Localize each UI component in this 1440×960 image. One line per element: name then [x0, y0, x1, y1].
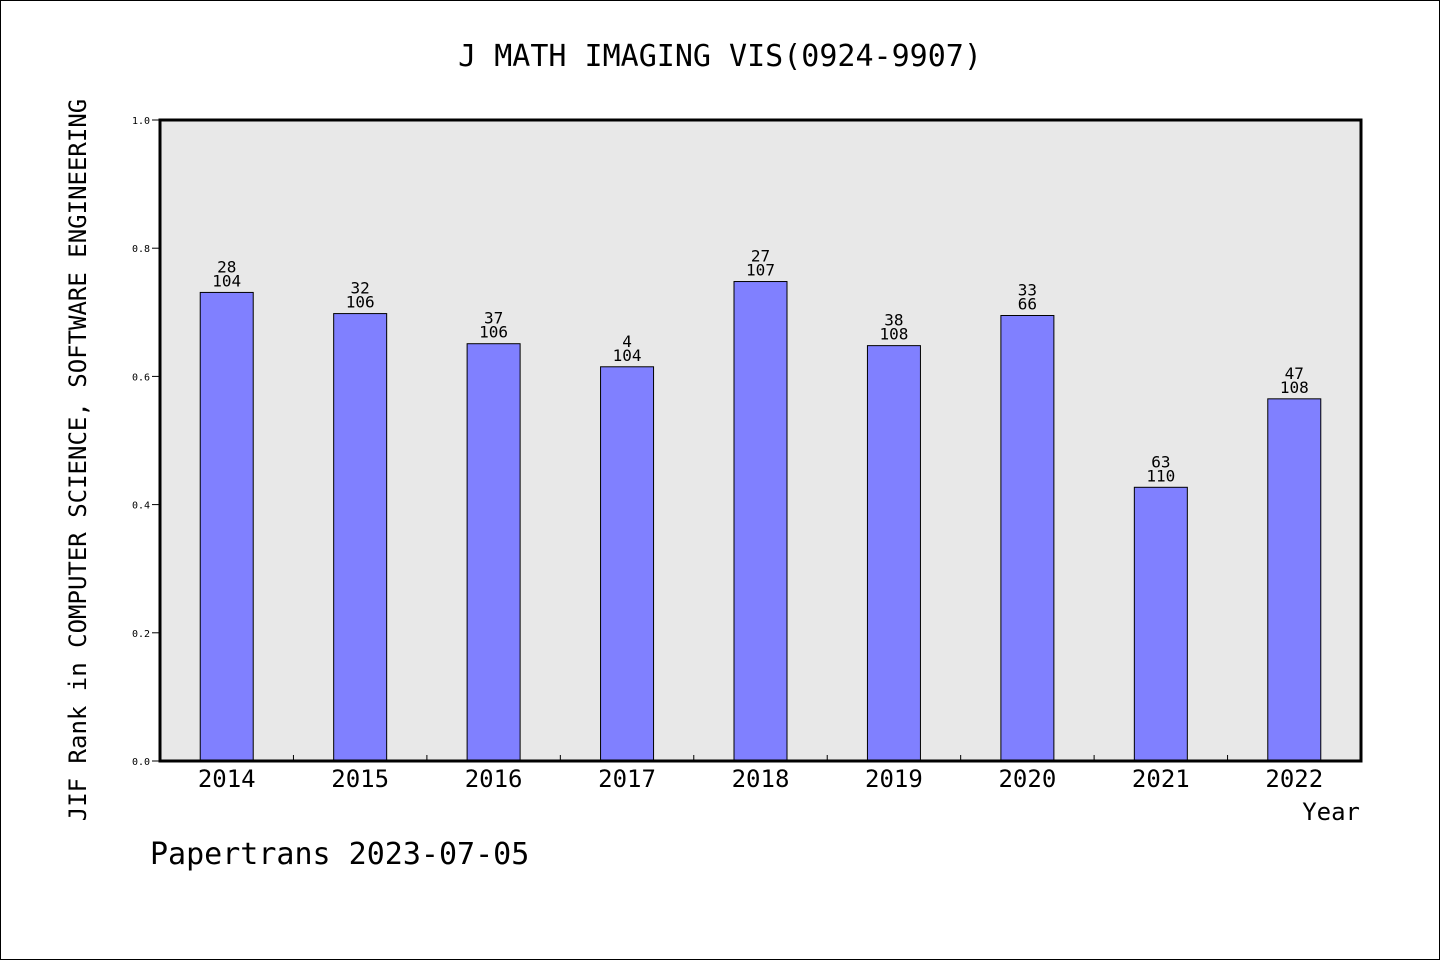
bar-total-label: 104: [613, 346, 642, 365]
bar-rank-label: 38: [884, 311, 903, 330]
y-tick-label: 0.6: [132, 372, 150, 383]
x-tick-label: 2015: [331, 765, 389, 793]
x-tick-label: 2022: [1265, 765, 1323, 793]
bar-total-label: 106: [346, 293, 375, 312]
bar-rank-label: 27: [751, 247, 770, 266]
x-tick-label: 2018: [732, 765, 790, 793]
bar-rank-label: 37: [484, 309, 503, 328]
bar-2016: [466, 343, 521, 762]
bar-total-label: 108: [1280, 378, 1309, 397]
chart-title: J MATH IMAGING VIS(0924-9907): [458, 39, 982, 74]
footer-credit: Papertrans 2023-07-05: [150, 837, 529, 872]
bar-2014: [199, 291, 254, 762]
bar-rank-label: 32: [351, 279, 370, 298]
x-tick-label: 2020: [998, 765, 1056, 793]
bar-total-label: 104: [212, 271, 241, 290]
bar-rank-label: 4: [622, 332, 632, 351]
y-tick-label: 0.2: [132, 629, 150, 640]
y-tick-label: 1.0: [132, 116, 150, 127]
bar-2017: [600, 366, 655, 762]
y-tick-label: 0.8: [132, 244, 150, 255]
y-tick-label: 0.0: [132, 757, 150, 768]
bar-2022: [1267, 398, 1322, 762]
x-tick-label: 2016: [465, 765, 523, 793]
x-axis: 2014 2015 2016 2017 2018 2019 2020 2021 2022: [198, 755, 1323, 793]
x-tick-label: 2021: [1132, 765, 1190, 793]
x-tick-label: 2019: [865, 765, 923, 793]
x-tick-label: 2014: [198, 765, 256, 793]
x-axis-label: Year: [1302, 798, 1360, 826]
y-axis-label: JIF Rank in COMPUTER SCIENCE, SOFTWARE E…: [64, 99, 92, 821]
bar-total-label: 106: [479, 323, 508, 342]
bar-rank-label: 28: [217, 257, 236, 276]
plot-frame: [158, 118, 1363, 763]
bar-2020: [1000, 315, 1055, 762]
bar-total-label: 110: [1146, 466, 1175, 485]
bar-rank-label: 47: [1285, 364, 1304, 383]
bar-2015: [333, 313, 388, 762]
bar-total-label: 108: [879, 325, 908, 344]
bar-2018: [733, 281, 788, 762]
bar-2021: [1133, 486, 1188, 762]
x-tick-label: 2017: [598, 765, 656, 793]
bar-total-label: 107: [746, 261, 775, 280]
y-tick-label: 0.4: [132, 501, 150, 512]
bar-rank-label: 33: [1018, 281, 1037, 300]
bar-total-label: 66: [1018, 295, 1037, 314]
bar-2019: [866, 345, 921, 762]
bars: [199, 281, 1322, 762]
bar-rank-label: 63: [1151, 452, 1170, 471]
